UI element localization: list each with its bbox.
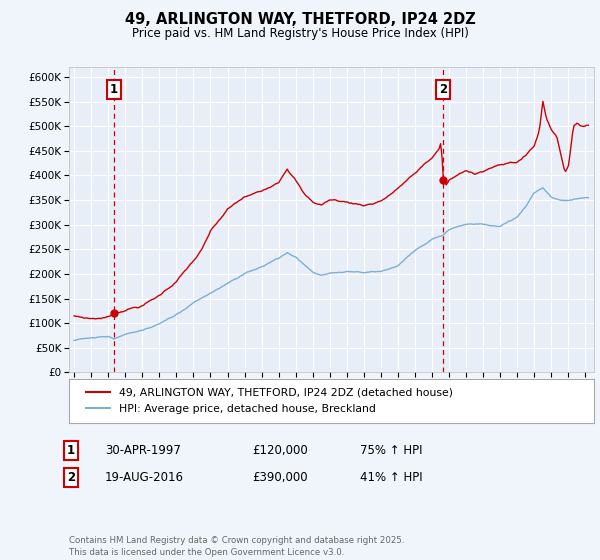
Text: Price paid vs. HM Land Registry's House Price Index (HPI): Price paid vs. HM Land Registry's House … — [131, 27, 469, 40]
Text: 30-APR-1997: 30-APR-1997 — [105, 444, 181, 458]
Text: 1: 1 — [110, 83, 118, 96]
Text: £120,000: £120,000 — [252, 444, 308, 458]
Text: 41% ↑ HPI: 41% ↑ HPI — [360, 470, 422, 484]
Text: £390,000: £390,000 — [252, 470, 308, 484]
Text: 75% ↑ HPI: 75% ↑ HPI — [360, 444, 422, 458]
Text: 2: 2 — [439, 83, 447, 96]
Text: 2: 2 — [67, 470, 75, 484]
Text: 19-AUG-2016: 19-AUG-2016 — [105, 470, 184, 484]
Text: 49, ARLINGTON WAY, THETFORD, IP24 2DZ: 49, ARLINGTON WAY, THETFORD, IP24 2DZ — [125, 12, 475, 27]
Legend: 49, ARLINGTON WAY, THETFORD, IP24 2DZ (detached house), HPI: Average price, deta: 49, ARLINGTON WAY, THETFORD, IP24 2DZ (d… — [80, 381, 459, 421]
Text: Contains HM Land Registry data © Crown copyright and database right 2025.
This d: Contains HM Land Registry data © Crown c… — [69, 536, 404, 557]
Text: 1: 1 — [67, 444, 75, 458]
